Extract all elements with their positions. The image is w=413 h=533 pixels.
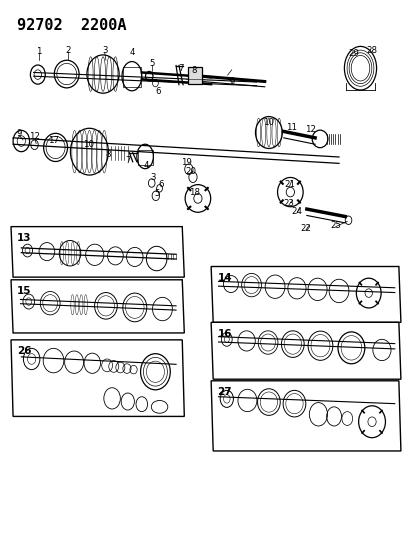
Text: 17: 17 xyxy=(48,136,59,145)
Text: 19: 19 xyxy=(180,158,191,167)
Text: 14: 14 xyxy=(217,273,231,283)
Polygon shape xyxy=(11,340,184,416)
Bar xyxy=(123,67,140,87)
Polygon shape xyxy=(211,266,400,322)
Text: 8: 8 xyxy=(190,67,196,75)
Text: 6: 6 xyxy=(159,180,164,189)
Text: 4: 4 xyxy=(130,49,135,57)
Text: 1: 1 xyxy=(36,47,42,56)
Text: 20: 20 xyxy=(185,167,196,176)
Text: 11: 11 xyxy=(285,123,297,132)
Text: 16: 16 xyxy=(217,329,231,338)
Text: 10: 10 xyxy=(262,118,273,127)
Text: 10: 10 xyxy=(83,140,93,149)
Polygon shape xyxy=(11,280,184,333)
Text: 2: 2 xyxy=(65,46,71,55)
Text: 9: 9 xyxy=(17,129,22,138)
Polygon shape xyxy=(211,322,400,379)
Text: 92702  2200A: 92702 2200A xyxy=(17,18,126,33)
Text: 9: 9 xyxy=(229,77,235,86)
Text: 12: 12 xyxy=(305,125,316,134)
Text: 13: 13 xyxy=(17,233,32,243)
Text: 26: 26 xyxy=(17,346,32,356)
Text: 5: 5 xyxy=(154,189,159,198)
Text: 28: 28 xyxy=(366,46,377,55)
Polygon shape xyxy=(211,381,400,451)
Text: 3: 3 xyxy=(150,173,156,182)
Bar xyxy=(138,150,152,165)
Bar xyxy=(188,67,201,84)
Text: 24: 24 xyxy=(291,207,302,216)
Text: 22: 22 xyxy=(300,224,311,233)
Text: 23: 23 xyxy=(282,199,294,208)
Text: 21: 21 xyxy=(283,180,294,189)
Polygon shape xyxy=(11,227,184,277)
Text: 15: 15 xyxy=(17,286,32,296)
Text: 29: 29 xyxy=(348,50,358,58)
Text: 7: 7 xyxy=(125,156,130,165)
Text: 12: 12 xyxy=(29,132,40,141)
Text: 5: 5 xyxy=(149,59,154,68)
Text: 18: 18 xyxy=(189,188,199,197)
Text: 8: 8 xyxy=(105,150,110,159)
Text: 4: 4 xyxy=(143,161,148,170)
Text: 25: 25 xyxy=(330,221,340,230)
Text: 7: 7 xyxy=(178,64,184,73)
Text: 6: 6 xyxy=(155,87,161,96)
Text: 3: 3 xyxy=(102,46,107,55)
Text: 27: 27 xyxy=(217,387,231,397)
